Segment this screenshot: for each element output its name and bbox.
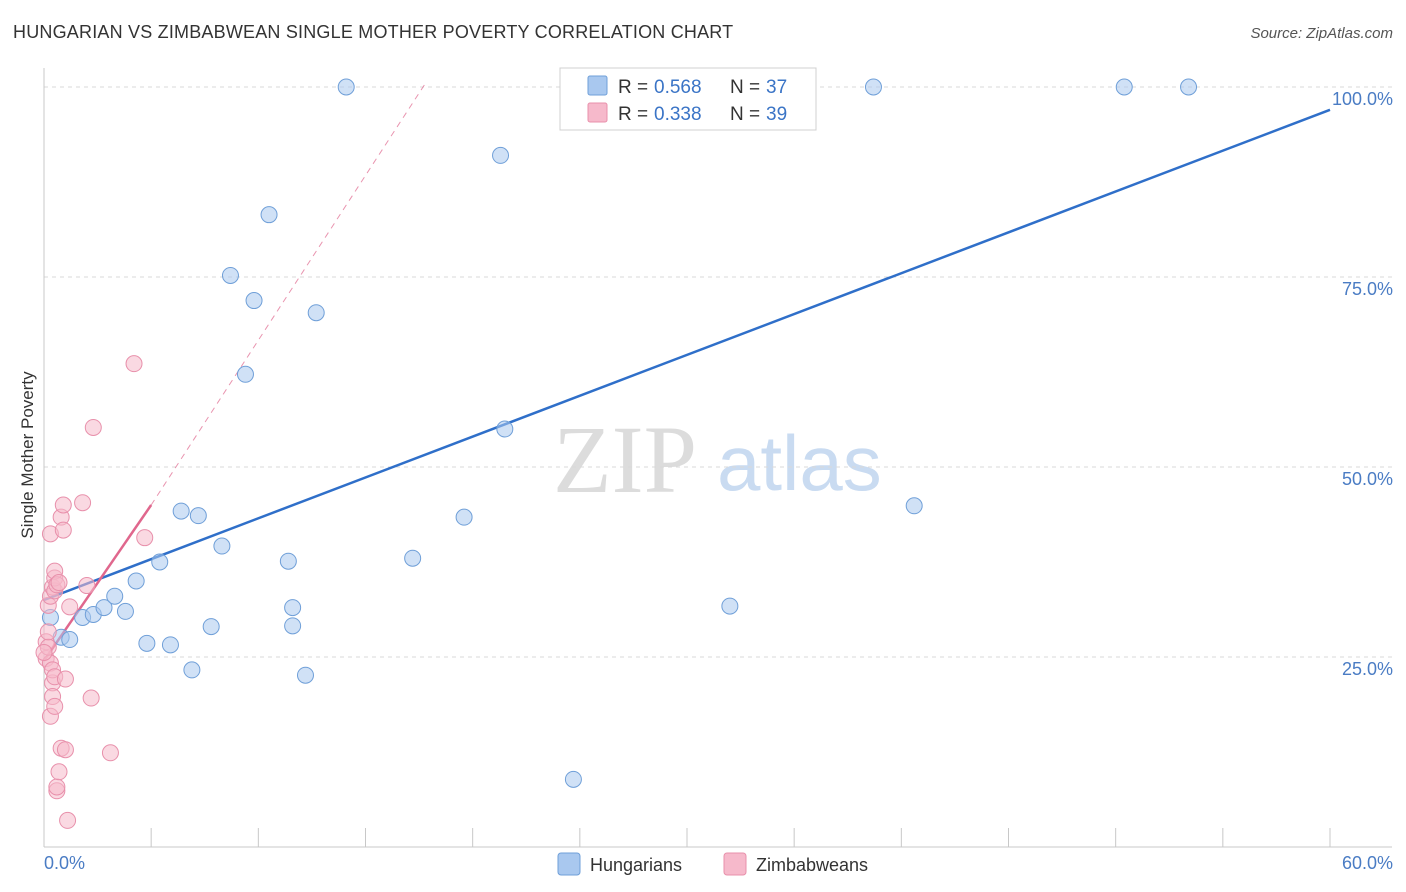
stats-n-value-zimbabweans: 39	[766, 104, 787, 125]
hungarians-point[interactable]	[1180, 78, 1198, 96]
y-tick-label: 50.0%	[1342, 469, 1393, 489]
legend-label-zimbabweans[interactable]: Zimbabweans	[756, 855, 868, 875]
hungarians-point[interactable]	[1115, 78, 1133, 96]
data-points	[35, 78, 1198, 829]
source-label: Source: ZipAtlas.com	[1250, 25, 1393, 42]
zimbabweans-point[interactable]	[48, 778, 66, 796]
zimbabweans-point[interactable]	[39, 623, 57, 641]
legend-swatch-hungarians[interactable]	[557, 852, 581, 876]
stats-n-value-hungarians: 37	[766, 77, 787, 98]
zimbabweans-point[interactable]	[54, 496, 72, 514]
stats-swatch-zimbabweans	[587, 102, 608, 123]
hungarians-point[interactable]	[61, 631, 79, 649]
y-tick-label: 100.0%	[1332, 89, 1393, 109]
hungarians-point[interactable]	[284, 599, 302, 617]
zimbabweans-point[interactable]	[61, 598, 79, 616]
hungarians-point[interactable]	[905, 497, 923, 515]
zimbabweans-point[interactable]	[84, 418, 102, 436]
stats-swatch-hungarians	[587, 75, 608, 96]
hungarians-point[interactable]	[172, 502, 190, 520]
stats-box: R = 0.568 N = 37 R = 0.338 N = 39	[559, 67, 817, 131]
y-tick-label: 25.0%	[1342, 659, 1393, 679]
zimbabweans-point[interactable]	[54, 521, 72, 539]
x-tick-label-max: 60.0%	[1342, 853, 1393, 873]
zimbabweans-point[interactable]	[35, 643, 53, 661]
hungarians-point[interactable]	[496, 420, 514, 438]
hungarians-point[interactable]	[279, 552, 297, 570]
x-tick-label-min: 0.0%	[44, 853, 85, 873]
hungarians-point[interactable]	[106, 587, 124, 605]
zimbabweans-point[interactable]	[56, 670, 74, 688]
x-axis-ticks	[43, 828, 1331, 847]
hungarians-point[interactable]	[260, 206, 278, 224]
zimbabweans-point[interactable]	[136, 529, 154, 547]
hungarians-point[interactable]	[127, 572, 145, 590]
hungarians-point[interactable]	[221, 266, 239, 284]
hungarians-point[interactable]	[284, 617, 302, 635]
hungarians-point[interactable]	[236, 365, 254, 383]
hungarians-point[interactable]	[864, 78, 882, 96]
hungarians-point[interactable]	[455, 508, 473, 526]
hungarians-trend-line	[43, 108, 1331, 602]
stats-n-label-hungarians: N =	[730, 77, 760, 98]
zimbabweans-point[interactable]	[125, 355, 143, 373]
hungarians-point[interactable]	[202, 618, 220, 636]
zimbabweans-point[interactable]	[101, 744, 119, 762]
legend-swatch-zimbabweans[interactable]	[723, 852, 747, 876]
watermark-atlas: atlas	[717, 419, 882, 507]
hungarians-point[interactable]	[307, 304, 325, 322]
hungarians-point[interactable]	[95, 599, 113, 617]
hungarians-point[interactable]	[151, 553, 169, 571]
stats-r-value-hungarians: 0.568	[654, 77, 702, 98]
stats-r-value-zimbabweans: 0.338	[654, 104, 702, 125]
zimbabweans-point[interactable]	[78, 577, 96, 595]
hungarians-point[interactable]	[138, 634, 156, 652]
hungarians-point[interactable]	[245, 292, 263, 310]
legend-label-hungarians[interactable]: Hungarians	[590, 855, 682, 875]
hungarians-point[interactable]	[296, 666, 314, 684]
chart-title: HUNGARIAN VS ZIMBABWEAN SINGLE MOTHER PO…	[13, 22, 734, 42]
zimbabweans-point[interactable]	[46, 697, 64, 715]
trend-lines	[42, 82, 1331, 662]
zimbabweans-point[interactable]	[82, 689, 100, 707]
hungarians-point[interactable]	[337, 78, 355, 96]
stats-r-label-zimbabweans: R =	[618, 104, 648, 125]
zimbabweans-point[interactable]	[74, 494, 92, 512]
zimbabweans-point[interactable]	[50, 763, 68, 781]
zimbabweans-trend-line-extrapolated	[150, 82, 426, 506]
y-axis-ticks: 25.0% 50.0% 75.0% 100.0%	[1332, 89, 1393, 679]
hungarians-point[interactable]	[404, 549, 422, 567]
hungarians-point[interactable]	[189, 507, 207, 525]
zimbabweans-point[interactable]	[50, 574, 68, 592]
y-axis-title: Single Mother Poverty	[18, 371, 37, 539]
hungarians-point[interactable]	[213, 537, 231, 555]
hungarians-point[interactable]	[721, 597, 739, 615]
zimbabweans-point[interactable]	[59, 811, 77, 829]
y-tick-label: 75.0%	[1342, 279, 1393, 299]
hungarians-point[interactable]	[492, 146, 510, 164]
hungarians-point[interactable]	[116, 602, 134, 620]
hungarians-point[interactable]	[161, 636, 179, 654]
legend: Hungarians Zimbabweans	[557, 852, 868, 876]
watermark-zip: ZIP	[553, 406, 697, 513]
hungarians-point[interactable]	[183, 661, 201, 679]
grid	[44, 86, 1392, 658]
hungarians-point[interactable]	[564, 770, 582, 788]
stats-r-label-hungarians: R =	[618, 77, 648, 98]
stats-n-label-zimbabweans: N =	[730, 104, 760, 125]
zimbabweans-point[interactable]	[56, 741, 74, 759]
